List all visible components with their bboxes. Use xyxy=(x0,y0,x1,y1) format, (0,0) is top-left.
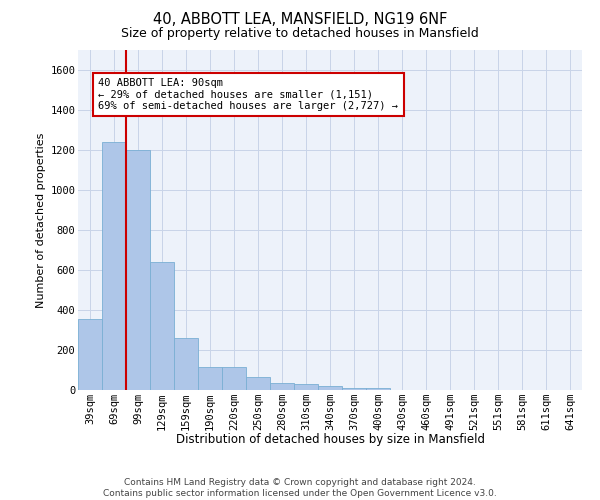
Text: 40, ABBOTT LEA, MANSFIELD, NG19 6NF: 40, ABBOTT LEA, MANSFIELD, NG19 6NF xyxy=(153,12,447,28)
Bar xyxy=(198,367,222,390)
Bar xyxy=(174,338,198,390)
Bar xyxy=(78,319,102,390)
Bar xyxy=(366,388,390,390)
Text: 40 ABBOTT LEA: 90sqm
← 29% of detached houses are smaller (1,151)
69% of semi-de: 40 ABBOTT LEA: 90sqm ← 29% of detached h… xyxy=(98,78,398,111)
Bar xyxy=(126,150,150,390)
Bar xyxy=(294,384,318,390)
Bar xyxy=(222,367,246,390)
Text: Distribution of detached houses by size in Mansfield: Distribution of detached houses by size … xyxy=(176,432,485,446)
Bar xyxy=(102,142,126,390)
Y-axis label: Number of detached properties: Number of detached properties xyxy=(36,132,46,308)
Bar xyxy=(246,377,270,390)
Text: Size of property relative to detached houses in Mansfield: Size of property relative to detached ho… xyxy=(121,28,479,40)
Bar xyxy=(318,386,342,390)
Bar xyxy=(150,262,174,390)
Bar xyxy=(270,383,294,390)
Text: Contains HM Land Registry data © Crown copyright and database right 2024.
Contai: Contains HM Land Registry data © Crown c… xyxy=(103,478,497,498)
Bar xyxy=(342,388,366,390)
